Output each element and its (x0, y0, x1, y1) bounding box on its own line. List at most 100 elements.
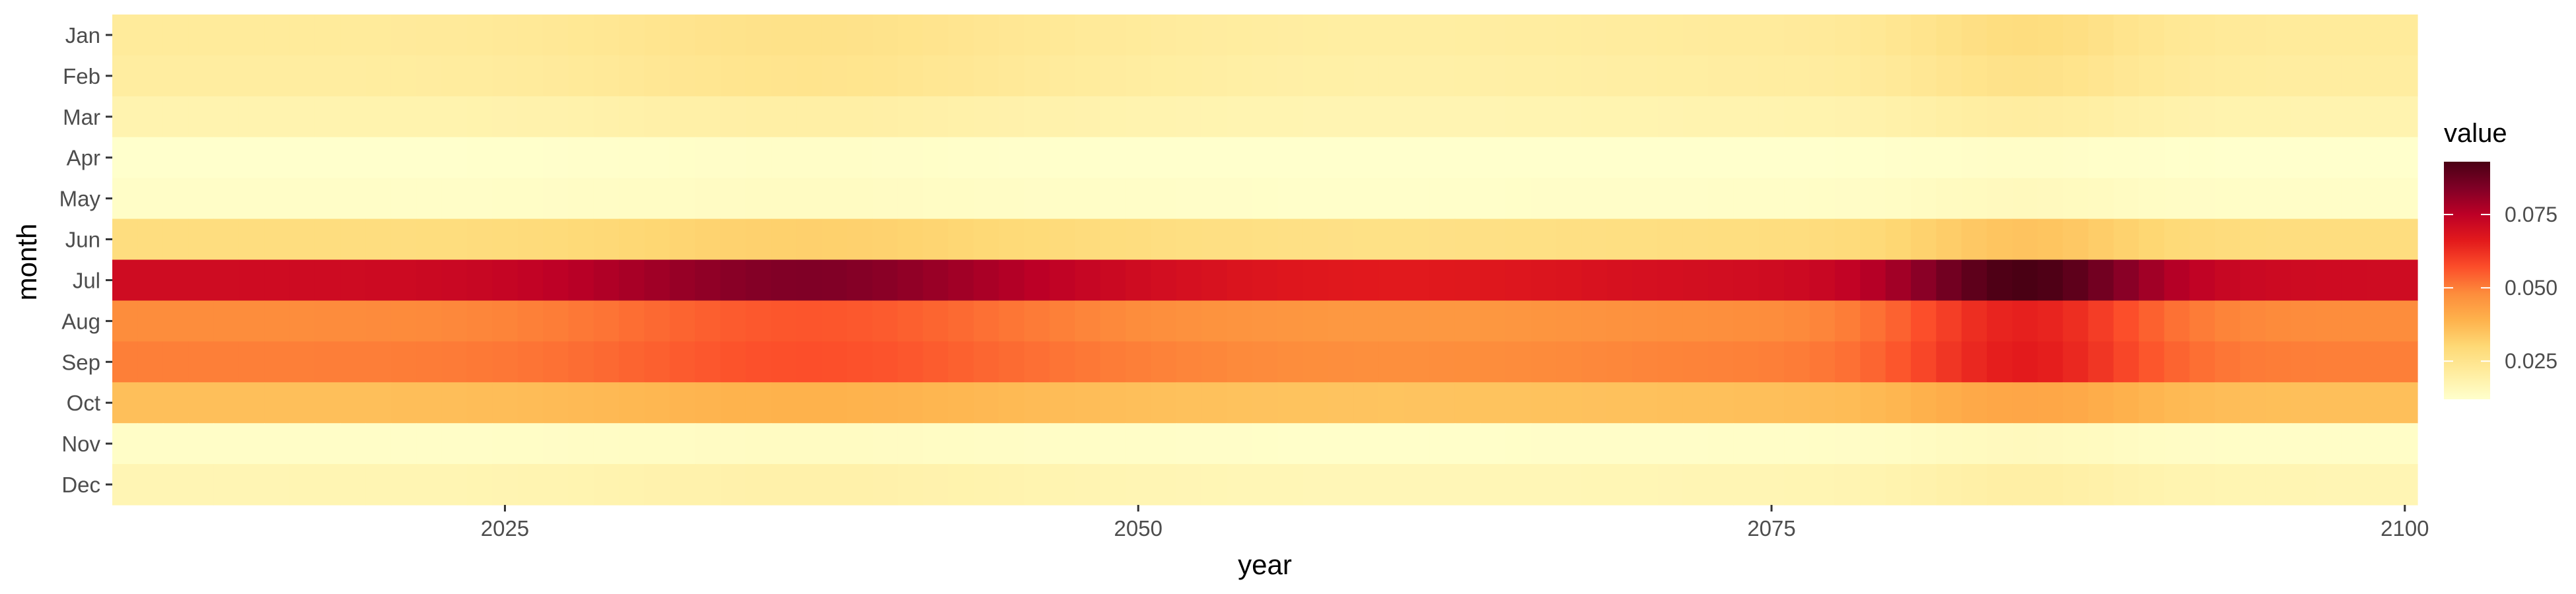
heatmap-cell (2164, 96, 2190, 138)
x-axis-title: year (1238, 549, 1292, 580)
heatmap-cell (1809, 423, 1836, 465)
heatmap-cell (1961, 341, 1987, 383)
heatmap-cell (2291, 341, 2317, 383)
heatmap-cell (1176, 15, 1202, 56)
heatmap-cell (1404, 300, 1430, 342)
heatmap-cell (2088, 382, 2114, 424)
heatmap-cell (948, 178, 974, 220)
heatmap-cell (2139, 218, 2165, 261)
heatmap-cell (2088, 300, 2114, 342)
heatmap-cell (517, 218, 544, 261)
heatmap-cell (619, 15, 645, 56)
heatmap-cell (1303, 15, 1329, 56)
heatmap-cell (720, 137, 746, 179)
heatmap-cell (771, 382, 797, 424)
heatmap-cell (1378, 300, 1405, 342)
heatmap-cell (1277, 178, 1304, 220)
heatmap-cell (1682, 464, 1709, 506)
heatmap-cell (923, 96, 949, 138)
heatmap-cell (162, 382, 189, 424)
heatmap-cell (948, 341, 974, 383)
heatmap-cell (1733, 55, 1760, 97)
heatmap-cell (745, 15, 771, 56)
heatmap-cell (2265, 178, 2291, 220)
heatmap-cell (1429, 259, 1456, 302)
heatmap-cell (1556, 55, 1582, 97)
heatmap-cell (2240, 259, 2266, 302)
heatmap-cell (542, 382, 569, 424)
heatmap-cell (619, 341, 645, 383)
heatmap-cell (1936, 218, 1962, 261)
heatmap-cell (542, 55, 569, 97)
heatmap-cell (2291, 137, 2317, 179)
heatmap-cell (1100, 259, 1126, 302)
heatmap-cell (973, 218, 999, 261)
heatmap-cell (112, 15, 138, 56)
heatmap-cell (1758, 55, 1785, 97)
heatmap-cell (1530, 55, 1557, 97)
heatmap-cell (2012, 382, 2038, 424)
heatmap-cell (771, 178, 797, 220)
heatmap-cell (517, 341, 544, 383)
heatmap-cell (872, 382, 898, 424)
heatmap-cell (1454, 423, 1481, 465)
heatmap-cell (1733, 300, 1760, 342)
heatmap-cell (213, 423, 240, 465)
heatmap-cell (2113, 341, 2139, 383)
heatmap-cell (289, 464, 316, 506)
heatmap-cell (238, 341, 265, 383)
heatmap-cell (2063, 259, 2089, 302)
heatmap-cell (1505, 300, 1532, 342)
heatmap-cell (2164, 423, 2190, 465)
heatmap-cell (1024, 218, 1050, 261)
heatmap-cell (847, 96, 873, 138)
heatmap-cell (1252, 341, 1278, 383)
heatmap-cell (644, 423, 670, 465)
heatmap-cell (1682, 137, 1709, 179)
heatmap-cell (720, 96, 746, 138)
heatmap-cell (264, 341, 291, 383)
heatmap-cell (1708, 341, 1735, 383)
heatmap-cell (1176, 423, 1202, 465)
heatmap-cell (1454, 96, 1481, 138)
heatmap-cell (1632, 55, 1659, 97)
heatmap-cell (1885, 178, 1912, 220)
heatmap-cell (1758, 15, 1785, 56)
heatmap-cell (1429, 382, 1456, 424)
heatmap-cell (923, 259, 949, 302)
heatmap-cell (1961, 423, 1987, 465)
heatmap-cell (897, 382, 923, 424)
heatmap-cell (1151, 218, 1177, 261)
heatmap-cell (745, 259, 771, 302)
heatmap-cell (2367, 178, 2393, 220)
heatmap-cell (1100, 300, 1126, 342)
heatmap-cell (441, 137, 468, 179)
heatmap-cell (1936, 382, 1962, 424)
heatmap-cell (1126, 341, 1152, 383)
heatmap-cell (1834, 464, 1861, 506)
heatmap-cell (2265, 15, 2291, 56)
heatmap-cell (2164, 382, 2190, 424)
heatmap-cell (264, 178, 291, 220)
heatmap-cell (1429, 55, 1456, 97)
heatmap-cell (1328, 137, 1354, 179)
heatmap-cell (2316, 55, 2342, 97)
heatmap-cell (1075, 178, 1101, 220)
heatmap-cell (2341, 464, 2367, 506)
heatmap-cell (365, 464, 392, 506)
heatmap-cell (340, 96, 367, 138)
heatmap-cell (1581, 300, 1608, 342)
heatmap-cell (2240, 178, 2266, 220)
heatmap-cell (568, 15, 594, 56)
heatmap-cell (137, 15, 164, 56)
heatmap-cell (1581, 137, 1608, 179)
heatmap-cell (1860, 15, 1886, 56)
heatmap-cell (2265, 137, 2291, 179)
heatmap-cell (1809, 464, 1836, 506)
heatmap-cell (441, 218, 468, 261)
heatmap-cell (264, 382, 291, 424)
heatmap-cell (466, 259, 493, 302)
heatmap-cell (314, 341, 341, 383)
heatmap-cell (1961, 96, 1987, 138)
heatmap-cell (492, 259, 519, 302)
